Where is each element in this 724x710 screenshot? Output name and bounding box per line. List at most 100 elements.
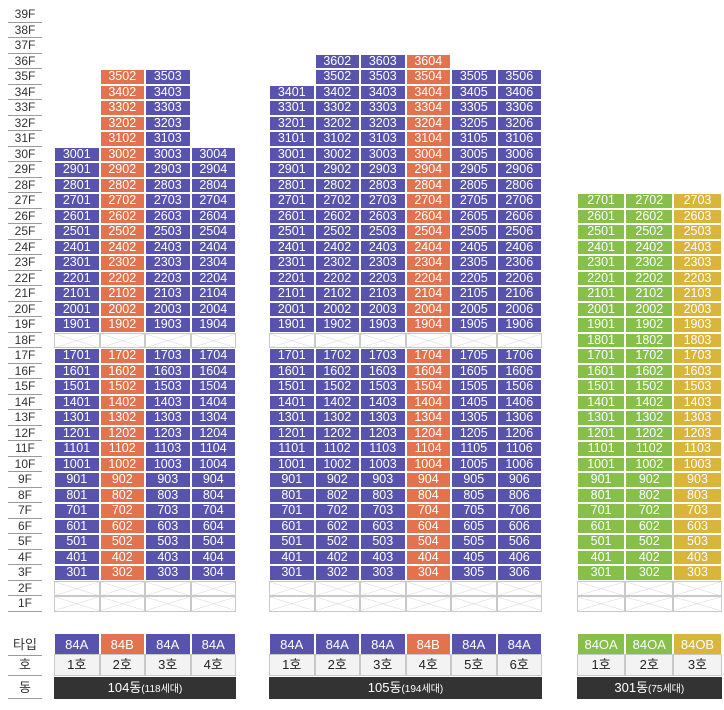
unit-cell[interactable]: 3303 (145, 100, 191, 116)
unit-cell[interactable]: 1901 (269, 317, 315, 333)
unit-cell[interactable]: 2001 (269, 301, 315, 317)
unit-cell[interactable]: 1702 (99, 348, 145, 364)
unit-cell[interactable]: 3504 (405, 69, 451, 85)
unit-cell[interactable]: 2604 (405, 208, 451, 224)
unit-cell[interactable]: 706 (496, 503, 542, 519)
unit-cell[interactable]: 704 (405, 503, 451, 519)
unit-cell[interactable]: 1306 (496, 410, 542, 426)
unit-cell[interactable]: 1404 (190, 394, 236, 410)
unit-cell[interactable]: 802 (314, 487, 360, 503)
unit-cell[interactable]: 2203 (673, 270, 722, 286)
unit-cell[interactable]: 3403 (360, 84, 406, 100)
unit-cell[interactable]: 303 (145, 565, 191, 581)
unit-cell[interactable]: 2901 (269, 162, 315, 178)
unit-cell[interactable]: 3003 (360, 146, 406, 162)
unit-cell[interactable]: 304 (405, 565, 451, 581)
unit-cell[interactable]: 1401 (269, 394, 315, 410)
unit-cell[interactable]: 1301 (577, 410, 626, 426)
unit-cell[interactable]: 2503 (360, 224, 406, 240)
unit-cell[interactable]: 1304 (190, 410, 236, 426)
unit-cell[interactable]: 3506 (496, 69, 542, 85)
unit-cell[interactable]: 1405 (451, 394, 497, 410)
unit-cell[interactable]: 1702 (625, 348, 674, 364)
unit-cell[interactable]: 3204 (405, 115, 451, 131)
unit-cell[interactable]: 2101 (269, 286, 315, 302)
unit-cell[interactable]: 1002 (314, 456, 360, 472)
unit-cell[interactable]: 3205 (451, 115, 497, 131)
unit-cell[interactable]: 1202 (99, 425, 145, 441)
unit-cell[interactable]: 2403 (360, 239, 406, 255)
unit-cell[interactable]: 1903 (673, 317, 722, 333)
unit-cell[interactable]: 1006 (496, 456, 542, 472)
unit-cell[interactable]: 2701 (54, 193, 100, 209)
unit-cell[interactable]: 3004 (405, 146, 451, 162)
unit-cell[interactable]: 1902 (314, 317, 360, 333)
unit-cell[interactable]: 1201 (577, 425, 626, 441)
unit-cell[interactable]: 2203 (360, 270, 406, 286)
unit-cell[interactable]: 701 (577, 503, 626, 519)
unit-cell[interactable]: 1603 (145, 363, 191, 379)
unit-cell[interactable]: 2401 (54, 239, 100, 255)
unit-cell[interactable]: 2701 (577, 193, 626, 209)
unit-cell[interactable]: 1404 (405, 394, 451, 410)
unit-cell[interactable]: 2802 (99, 177, 145, 193)
unit-cell[interactable]: 2703 (145, 193, 191, 209)
unit-cell[interactable]: 2503 (673, 224, 722, 240)
unit-cell[interactable]: 2204 (190, 270, 236, 286)
unit-cell[interactable]: 603 (673, 518, 722, 534)
unit-cell[interactable]: 2402 (314, 239, 360, 255)
unit-cell[interactable]: 1502 (314, 379, 360, 395)
unit-cell[interactable]: 701 (269, 503, 315, 519)
unit-cell[interactable]: 3202 (99, 115, 145, 131)
unit-cell[interactable]: 704 (190, 503, 236, 519)
unit-cell[interactable]: 804 (405, 487, 451, 503)
unit-cell[interactable]: 3502 (99, 69, 145, 85)
unit-cell[interactable]: 1101 (54, 441, 100, 457)
unit-cell[interactable]: 2302 (625, 255, 674, 271)
unit-cell[interactable]: 2304 (405, 255, 451, 271)
unit-cell[interactable]: 3404 (405, 84, 451, 100)
unit-cell[interactable]: 3104 (405, 131, 451, 147)
unit-cell[interactable]: 2004 (405, 301, 451, 317)
unit-cell[interactable]: 301 (54, 565, 100, 581)
unit-cell[interactable]: 3304 (405, 100, 451, 116)
unit-cell[interactable]: 3305 (451, 100, 497, 116)
unit-cell[interactable]: 3002 (99, 146, 145, 162)
unit-cell[interactable]: 2904 (190, 162, 236, 178)
unit-cell[interactable]: 3206 (496, 115, 542, 131)
unit-cell[interactable]: 1402 (625, 394, 674, 410)
unit-cell[interactable]: 2703 (360, 193, 406, 209)
unit-cell[interactable]: 402 (625, 549, 674, 565)
unit-cell[interactable]: 2702 (314, 193, 360, 209)
unit-cell[interactable]: 3203 (145, 115, 191, 131)
unit-cell[interactable]: 603 (145, 518, 191, 534)
unit-cell[interactable]: 1204 (190, 425, 236, 441)
unit-cell[interactable]: 2702 (99, 193, 145, 209)
unit-cell[interactable]: 801 (577, 487, 626, 503)
unit-cell[interactable]: 2401 (577, 239, 626, 255)
unit-cell[interactable]: 1106 (496, 441, 542, 457)
unit-cell[interactable]: 903 (673, 472, 722, 488)
unit-cell[interactable]: 2302 (99, 255, 145, 271)
unit-cell[interactable]: 3006 (496, 146, 542, 162)
unit-cell[interactable]: 702 (625, 503, 674, 519)
unit-cell[interactable]: 703 (145, 503, 191, 519)
unit-cell[interactable]: 1601 (577, 363, 626, 379)
unit-cell[interactable]: 305 (451, 565, 497, 581)
unit-cell[interactable]: 2406 (496, 239, 542, 255)
unit-cell[interactable]: 3002 (314, 146, 360, 162)
unit-cell[interactable]: 902 (314, 472, 360, 488)
unit-cell[interactable]: 2601 (54, 208, 100, 224)
unit-cell[interactable]: 1101 (577, 441, 626, 457)
unit-cell[interactable]: 2404 (190, 239, 236, 255)
unit-cell[interactable]: 2804 (405, 177, 451, 193)
unit-cell[interactable]: 806 (496, 487, 542, 503)
unit-cell[interactable]: 3602 (314, 53, 360, 69)
unit-cell[interactable]: 1803 (673, 332, 722, 348)
unit-cell[interactable]: 604 (190, 518, 236, 534)
unit-cell[interactable]: 3604 (405, 53, 451, 69)
unit-cell[interactable]: 1105 (451, 441, 497, 457)
unit-cell[interactable]: 1305 (451, 410, 497, 426)
unit-cell[interactable]: 2201 (54, 270, 100, 286)
unit-cell[interactable]: 1902 (99, 317, 145, 333)
